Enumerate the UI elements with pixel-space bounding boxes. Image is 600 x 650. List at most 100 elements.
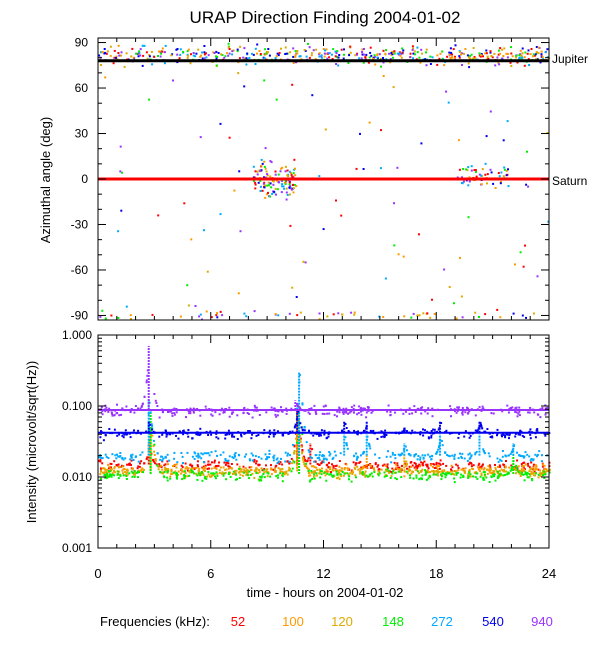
- azimuth-point: [119, 170, 122, 173]
- intensity-point-148: [183, 470, 186, 473]
- intensity-point-540: [445, 429, 448, 432]
- azimuth-point: [370, 54, 373, 57]
- intensity-point-940: [343, 411, 346, 414]
- intensity-point-272: [122, 458, 125, 461]
- azimuth-point: [151, 313, 154, 316]
- azimuth-point: [373, 54, 376, 57]
- intensity-point-100: [538, 469, 541, 472]
- azimuth-point: [104, 51, 107, 54]
- intensity-point-148: [377, 474, 380, 477]
- intensity-point-940: [231, 412, 233, 415]
- intensity-point-148: [142, 471, 144, 474]
- azimuth-point: [507, 185, 510, 188]
- intensity-point-120: [210, 474, 213, 477]
- azimuth-point: [110, 314, 113, 317]
- azimuth-point: [485, 49, 488, 52]
- azimuth-point: [163, 51, 166, 54]
- azimuth-point: [212, 51, 215, 54]
- intensity-point-52: [386, 467, 389, 470]
- intensity-point-940: [296, 405, 299, 408]
- azimuth-point: [511, 55, 514, 58]
- azimuth-point: [331, 58, 334, 60]
- intensity-point-540: [215, 436, 218, 439]
- intensity-point-148: [321, 470, 324, 473]
- intensity-point-100: [340, 467, 343, 470]
- azimuth-point: [267, 191, 269, 194]
- azimuth-point: [221, 314, 224, 317]
- intensity-point-120: [257, 468, 260, 471]
- azimuth-point: [112, 62, 115, 65]
- intensity-point-940: [290, 407, 293, 410]
- intensity-point-272: [541, 454, 543, 457]
- intensity-point-52: [154, 462, 157, 465]
- intensity-point-100: [347, 467, 350, 470]
- intensity-y-tick-label: 0.100: [62, 399, 92, 413]
- azimuth-point: [439, 52, 442, 55]
- intensity-point-272: [400, 453, 403, 456]
- azimuth-point: [216, 312, 218, 315]
- azimuth-point: [455, 317, 458, 320]
- azimuth-point: [486, 56, 489, 59]
- intensity-point-148: [502, 474, 505, 477]
- azimuth-point: [289, 224, 292, 227]
- intensity-point-100: [167, 463, 169, 466]
- intensity-point-540: [491, 435, 494, 438]
- azimuth-point: [148, 55, 151, 58]
- intensity-point-540: [521, 434, 524, 437]
- intensity-point-540: [177, 437, 180, 440]
- intensity-point-52: [201, 466, 204, 469]
- intensity-point-148: [474, 476, 477, 479]
- intensity-point-148: [531, 479, 534, 482]
- azimuth-point: [390, 53, 393, 56]
- intensity-point-148: [320, 473, 323, 476]
- intensity-point-52: [101, 462, 104, 465]
- intensity-point-272: [497, 460, 500, 463]
- azimuth-point: [478, 173, 481, 176]
- intensity-point-940: [518, 414, 521, 417]
- intensity-point-272: [405, 449, 408, 452]
- intensity-point-148: [108, 470, 110, 473]
- intensity-point-940: [348, 411, 351, 414]
- intensity-point-148: [366, 475, 369, 478]
- saturn-label: Saturn: [552, 174, 587, 188]
- intensity-point-52: [396, 464, 399, 467]
- azimuth-point: [535, 46, 538, 48]
- intensity-point-540: [175, 434, 177, 437]
- intensity-point-148: [290, 470, 293, 473]
- azimuth-point: [334, 55, 337, 58]
- azimuth-point: [118, 54, 121, 57]
- azimuth-point: [328, 52, 331, 55]
- intensity-point-940: [113, 414, 116, 417]
- intensity-point-940: [345, 411, 348, 414]
- intensity-point-120: [449, 470, 452, 473]
- intensity-point-940: [145, 379, 148, 382]
- intensity-point-52: [186, 469, 189, 472]
- intensity-point-148: [131, 471, 134, 474]
- azimuth-point: [364, 56, 367, 59]
- intensity-point-148: [528, 473, 531, 476]
- intensity-point-52: [274, 465, 277, 468]
- intensity-point-148: [427, 477, 430, 480]
- intensity-point-540: [478, 425, 481, 428]
- azimuth-point: [402, 255, 405, 258]
- azimuth-point: [260, 164, 263, 167]
- azimuth-point: [296, 50, 299, 52]
- azimuth-point: [380, 129, 382, 132]
- azimuth-point: [507, 168, 509, 171]
- intensity-point-272: [318, 456, 321, 459]
- intensity-point-148: [169, 477, 172, 480]
- azimuth-point: [257, 181, 260, 184]
- azimuth-point: [459, 256, 461, 259]
- intensity-point-272: [210, 451, 213, 454]
- intensity-point-52: [288, 462, 291, 465]
- azimuth-point: [120, 54, 122, 57]
- intensity-point-52: [206, 467, 209, 470]
- intensity-point-148: [467, 475, 470, 478]
- intensity-point-272: [309, 455, 312, 458]
- intensity-point-272: [254, 455, 257, 458]
- azimuth-point: [163, 62, 166, 65]
- azimuth-point: [470, 165, 473, 168]
- intensity-point-148: [387, 469, 390, 472]
- intensity-point-272: [501, 450, 504, 452]
- intensity-point-100: [519, 475, 522, 477]
